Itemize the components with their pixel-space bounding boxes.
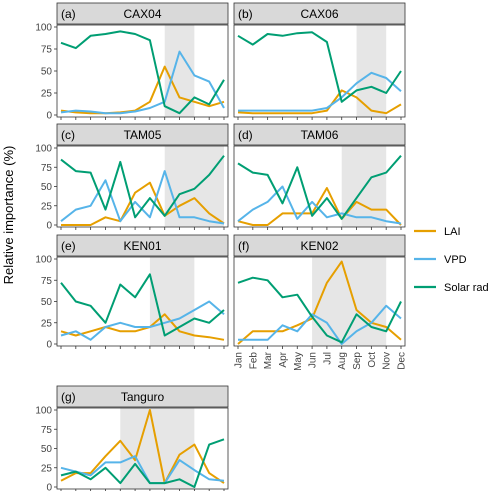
- x-tick-label: Nov: [382, 352, 393, 370]
- y-tick-label: 50: [41, 182, 53, 193]
- y-tick-label: 50: [41, 297, 53, 308]
- panel-frame: [233, 256, 406, 347]
- y-tick-label: 25: [41, 463, 53, 474]
- panel-frame: [233, 145, 406, 228]
- panel-frame: [233, 24, 406, 118]
- panel-title: KEN02: [300, 239, 338, 253]
- x-tick-label: May: [293, 352, 304, 371]
- y-tick-label: 0: [46, 340, 52, 351]
- x-tick-label: Jul: [322, 352, 333, 365]
- panel-title: KEN01: [123, 239, 161, 253]
- y-tick-label: 50: [41, 67, 53, 78]
- series-line-vpd: [238, 71, 402, 112]
- y-tick-label: 50: [41, 444, 53, 455]
- series-line-solar-rad: [237, 31, 402, 103]
- series-line-vpd: [60, 170, 225, 225]
- panel-letter: (d): [238, 128, 253, 142]
- panel-tam05: (c) TAM05 0 25 50 75 100: [35, 123, 229, 232]
- panel-ken02: (f) KEN02 Jan Feb Mar Apr May Jun Jul Aug Sep Oct No…: [233, 234, 408, 371]
- y-tick-label: 0: [46, 111, 52, 122]
- series-line-solar-rad: [237, 276, 402, 344]
- series-line-vpd: [238, 304, 402, 345]
- y-tick-label: 25: [41, 89, 53, 100]
- y-tick-label: 100: [35, 406, 52, 417]
- panel-title: TAM06: [301, 128, 339, 142]
- panel-strip: [233, 2, 406, 25]
- x-tick-label: Sep: [352, 352, 363, 370]
- y-tick-label: 75: [41, 425, 53, 436]
- series-line-lai: [237, 187, 402, 226]
- panel-strip: [56, 2, 229, 25]
- dry-season-shade: [312, 257, 387, 346]
- legend: LAI VPD Solar rad: [414, 226, 489, 294]
- panel-strip: [233, 123, 406, 146]
- series-line-vpd: [237, 185, 402, 225]
- series-line-lai: [60, 65, 225, 115]
- panel-strip: [56, 123, 229, 146]
- panel-strip: [233, 234, 406, 257]
- y-tick-label: 100: [35, 23, 52, 34]
- y-tick-label: 100: [35, 144, 52, 155]
- x-tick-label: Aug: [337, 352, 348, 370]
- series-line-solar-rad: [60, 438, 225, 488]
- x-tick-label: Jan: [234, 352, 245, 368]
- panel-title: TAM05: [124, 128, 162, 142]
- x-tick-label: Feb: [248, 352, 259, 370]
- series-line-vpd: [60, 300, 225, 341]
- panel-letter: (a): [61, 7, 76, 21]
- x-tick-label: Oct: [367, 352, 378, 368]
- series-line-vpd: [60, 455, 225, 485]
- y-tick-label: 25: [41, 201, 53, 212]
- panel-strip: [56, 234, 229, 257]
- legend-label-vpd: VPD: [444, 254, 467, 266]
- legend-label-lai: LAI: [444, 226, 461, 238]
- panel-tam06: (d) TAM06: [233, 123, 406, 230]
- panel-title: Tanguro: [121, 390, 165, 404]
- y-tick-label: 0: [46, 221, 52, 232]
- y-tick-label: 75: [41, 276, 53, 287]
- x-tick-label: Jun: [308, 352, 319, 368]
- y-tick-label: 75: [41, 45, 53, 56]
- y-tick-label: 75: [41, 163, 53, 174]
- series-line-solar-rad: [237, 155, 402, 220]
- series-line-lai: [60, 409, 225, 485]
- panel-letter: (b): [238, 7, 253, 21]
- panel-letter: (c): [61, 128, 75, 142]
- series-line-lai: [237, 260, 402, 345]
- legend-label-solar-rad: Solar rad: [444, 282, 489, 294]
- y-axis-label: Relative importance (%): [1, 146, 16, 285]
- dry-season-shade: [356, 25, 387, 117]
- series-line-solar-rad: [60, 273, 225, 337]
- panel-strip: [56, 385, 229, 408]
- y-tick-label: 100: [35, 255, 52, 266]
- y-tick-label: 25: [41, 318, 53, 329]
- panel-cax04: (a) CAX04 0 25 50 75 100: [35, 2, 229, 122]
- x-tick-label: Mar: [263, 351, 274, 369]
- panel-letter: (f): [238, 239, 249, 253]
- series-line-solar-rad: [60, 30, 225, 115]
- series-line-vpd: [60, 50, 225, 115]
- panel-title: CAX06: [300, 7, 338, 21]
- panel-cax06: (b) CAX06: [233, 2, 406, 120]
- panels-group: (a) CAX04 0 25 50 75 100 (b) CAX06 (c) TAM05 0 25 50 7…: [35, 2, 408, 491]
- panel-letter: (g): [61, 390, 76, 404]
- y-tick-label: 0: [46, 483, 52, 491]
- series-line-lai: [237, 89, 402, 115]
- series-line-lai: [60, 313, 225, 341]
- panel-ken01: (e) KEN01 0 25 50 75 100: [35, 234, 229, 351]
- panel-title: CAX04: [123, 7, 161, 21]
- panel-letter: (e): [61, 239, 76, 253]
- series-line-solar-rad: [60, 155, 225, 219]
- x-tick-label: Dec: [397, 352, 408, 370]
- dry-season-shade: [164, 146, 224, 227]
- panel-tanguro: (g)Tanguro0255075100JanFebMarAprMayJunJu…: [35, 385, 229, 491]
- x-tick-label: Apr: [278, 351, 289, 367]
- series-line-lai: [61, 181, 225, 226]
